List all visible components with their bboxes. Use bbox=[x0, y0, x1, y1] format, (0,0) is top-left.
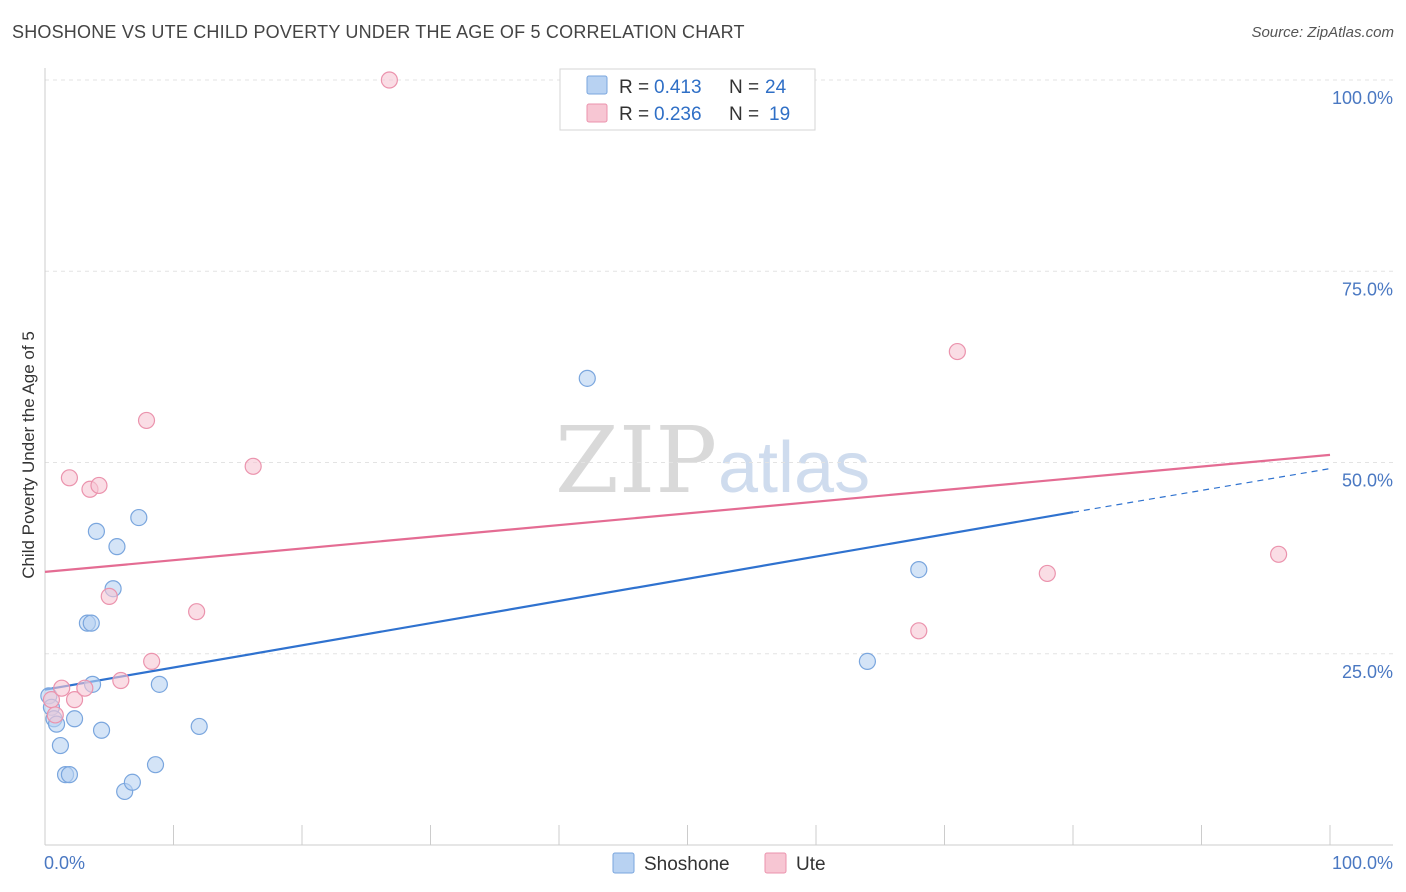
legend-r-value-ute: 0.236 bbox=[654, 104, 702, 125]
point-ute-12 bbox=[188, 603, 206, 621]
y-tick-label-1: 75.0% bbox=[1342, 279, 1393, 299]
legend-n-label-shoshone: N = bbox=[729, 77, 759, 98]
point-ute-5 bbox=[76, 679, 94, 697]
watermark-atlas: atlas bbox=[718, 428, 870, 508]
point-shoshone-14 bbox=[108, 538, 126, 556]
point-ute-9 bbox=[112, 671, 130, 690]
legend-box: R = 0.413 N = 24 R = 0.236 N = 19 bbox=[559, 68, 816, 131]
watermark-zip: ZIP bbox=[555, 407, 717, 514]
point-ute-10 bbox=[137, 411, 156, 430]
point-ute-13 bbox=[244, 457, 262, 475]
chart-title: SHOSHONE VS UTE CHILD POVERTY UNDER THE … bbox=[12, 22, 745, 42]
point-ute-14 bbox=[380, 71, 398, 89]
point-shoshone-12 bbox=[92, 721, 111, 739]
tick-labels: 100.0% 75.0% 50.0% 25.0% 0.0% 100.0% bbox=[44, 88, 1393, 873]
y-tick-label-3: 25.0% bbox=[1342, 662, 1393, 682]
point-ute-17 bbox=[1038, 564, 1056, 583]
point-shoshone-9 bbox=[82, 614, 100, 632]
bottom-legend: Shoshone Ute bbox=[612, 852, 826, 875]
point-shoshone-17 bbox=[130, 508, 148, 527]
x-tick-label-right: 100.0% bbox=[1332, 853, 1393, 873]
legend-swatch-ute bbox=[586, 103, 608, 123]
point-ute-15 bbox=[910, 622, 928, 640]
trendline-ute bbox=[44, 453, 1331, 573]
point-shoshone-21 bbox=[578, 369, 596, 387]
point-ute-11 bbox=[143, 652, 161, 671]
trendlines bbox=[44, 453, 1331, 691]
point-shoshone-11 bbox=[87, 522, 106, 540]
point-shoshone-4 bbox=[51, 736, 70, 755]
point-ute-16 bbox=[948, 342, 966, 361]
grid bbox=[45, 79, 1393, 655]
bottom-legend-swatch-shoshone bbox=[612, 852, 635, 874]
legend-n-value-ute: 19 bbox=[769, 104, 790, 125]
trendline-shoshone bbox=[44, 511, 1074, 691]
bottom-legend-label-shoshone: Shoshone bbox=[644, 854, 730, 875]
point-shoshone-18 bbox=[146, 756, 165, 774]
x-tick-label-left: 0.0% bbox=[44, 853, 85, 873]
legend-r-value-shoshone: 0.413 bbox=[654, 77, 702, 98]
point-shoshone-20 bbox=[190, 717, 208, 736]
legend-n-label-ute: N = bbox=[729, 104, 759, 125]
point-shoshone-19 bbox=[150, 675, 168, 693]
data-points bbox=[40, 71, 1288, 801]
bottom-legend-swatch-ute bbox=[764, 852, 787, 874]
point-shoshone-23 bbox=[910, 560, 928, 579]
point-ute-3 bbox=[60, 469, 79, 487]
y-axis-label: Child Poverty Under the Age of 5 bbox=[19, 331, 38, 579]
point-shoshone-22 bbox=[858, 652, 877, 671]
legend-n-value-shoshone: 24 bbox=[765, 77, 787, 98]
point-ute-8 bbox=[100, 587, 118, 605]
point-shoshone-16 bbox=[123, 773, 141, 791]
point-ute-1 bbox=[46, 706, 64, 724]
point-ute-7 bbox=[90, 476, 108, 495]
point-ute-18 bbox=[1269, 545, 1288, 563]
y-tick-label-2: 50.0% bbox=[1342, 471, 1393, 491]
legend-swatch-shoshone bbox=[586, 75, 608, 95]
y-tick-label-0: 100.0% bbox=[1332, 88, 1393, 108]
axes bbox=[44, 68, 1393, 846]
point-ute-4 bbox=[65, 691, 84, 709]
source-label: Source: ZipAtlas.com bbox=[1251, 24, 1394, 41]
point-ute-2 bbox=[53, 679, 71, 697]
point-shoshone-6 bbox=[60, 766, 79, 784]
legend-r-label-ute: R = bbox=[619, 104, 649, 125]
point-shoshone-7 bbox=[65, 710, 84, 728]
bottom-legend-label-ute: Ute bbox=[796, 854, 826, 875]
legend-r-label-shoshone: R = bbox=[619, 77, 649, 98]
